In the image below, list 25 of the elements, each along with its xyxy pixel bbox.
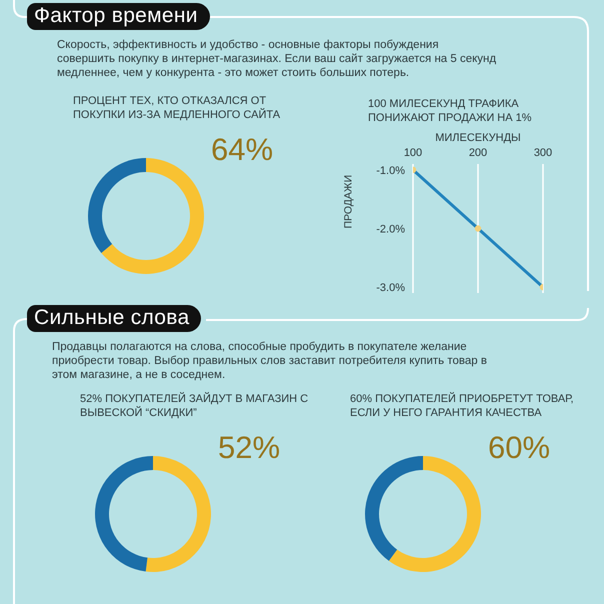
data-label: 64% (211, 132, 274, 167)
y-tick-label: -1.0% (376, 164, 406, 177)
donut-slice (365, 456, 423, 561)
y-axis-title: ПРОДАЖИ (342, 174, 355, 228)
data-label: 60% (488, 430, 550, 465)
x-axis-title: МИЛЕСЕКУНДЫ (435, 132, 521, 144)
y-tick-label: -2.0% (376, 223, 406, 236)
x-tick-label: 300 (534, 147, 552, 159)
text: Фактор времени (34, 4, 198, 27)
x-tick-label: 100 (404, 147, 422, 159)
text: Сильные слова (34, 306, 190, 329)
donut-slice (95, 456, 153, 572)
text: Скорость, эффективность и удобство - основные факторы побуждения совершить покупку в интернет-магазинах. Если ваш сайт загружается на 5 секунд медленнее, чем у конкурента - это может стоить больших потерь. (57, 38, 497, 80)
donut-slice (88, 158, 146, 253)
donut-slice (388, 456, 481, 572)
chart-title: 60% ПОКУПАТЕЛЕЙ ПРИОБРЕТУТ ТОВАР, ЕСЛИ У НЕГО ГАРАНТИЯ КАЧЕСТВА (350, 392, 574, 420)
chart-title: 52% ПОКУПАТЕЛЕЙ ЗАЙДУТ В МАГАЗИН С ВЫВЕСКОЙ “СКИДКИ” (80, 392, 310, 420)
chart-title: ПРОЦЕНТ ТЕХ, КТО ОТКАЗАЛСЯ ОТ ПОКУПКИ ИЗ-ЗА МЕДЛЕННОГО САЙТА (73, 94, 282, 122)
chart-title: 100 МИЛЕСЕКУНД ТРАФИКА ПОНИЖАЮТ ПРОДАЖИ НА 1% (368, 97, 533, 125)
donut-slice (146, 456, 211, 572)
data-label: 52% (218, 430, 280, 465)
text: Продавцы полагаются на слова, способные пробудить в покупателе желание приобрести товар. Выбор правильных слов заставит потребителя купить товар в этом магазине, а не в соседнем. (52, 340, 488, 382)
y-tick-label: -3.0% (376, 282, 406, 294)
donut-slice (101, 158, 204, 274)
x-tick-label: 200 (468, 147, 488, 159)
